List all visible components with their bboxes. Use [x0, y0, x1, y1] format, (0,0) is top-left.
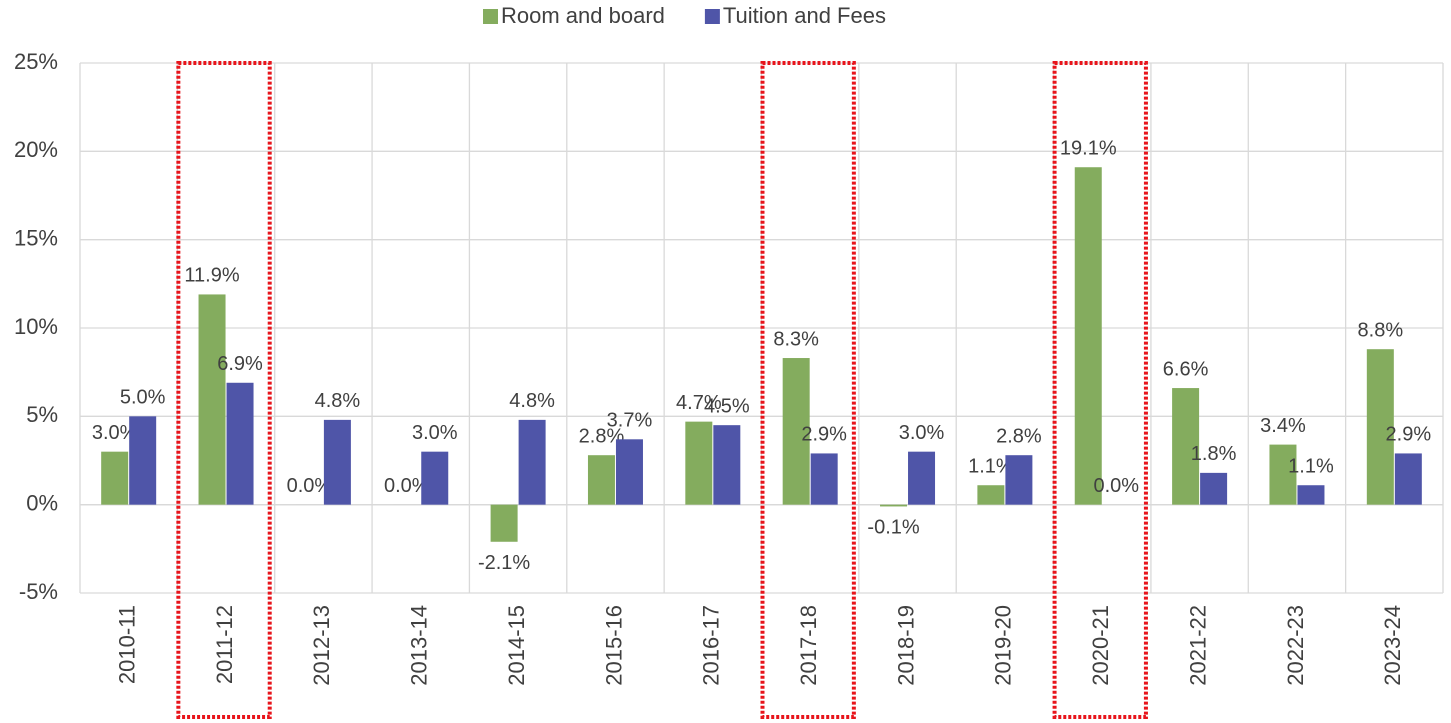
y-tick-label: 20% [14, 137, 58, 162]
bar [685, 421, 713, 505]
data-label: 3.0% [92, 422, 138, 444]
bar [908, 451, 936, 505]
bar [1297, 485, 1325, 505]
bar [615, 439, 643, 505]
data-label: 0.0% [1093, 475, 1139, 497]
bar [1172, 388, 1200, 505]
x-tick-label: 2017-18 [796, 605, 821, 686]
bar [1074, 167, 1102, 505]
highlight-box [760, 61, 856, 719]
data-label: 1.1% [1288, 456, 1334, 478]
data-label: 4.8% [315, 390, 361, 412]
x-tick-label: 2020-21 [1088, 605, 1113, 686]
bar [880, 504, 908, 507]
data-label: 11.9% [184, 265, 239, 287]
x-tick-label: 2019-20 [991, 605, 1016, 686]
legend-label: Room and board [501, 3, 665, 28]
data-label: 2.8% [996, 425, 1042, 447]
y-tick-label: 5% [26, 402, 58, 427]
bar [518, 419, 546, 505]
data-label: 2.8% [579, 425, 625, 447]
x-tick-label: 2010-11 [114, 605, 139, 684]
bar [1200, 472, 1228, 505]
x-tick-label: 2011-12 [212, 605, 237, 684]
data-label: 8.3% [773, 328, 819, 350]
data-label: 4.7% [676, 392, 722, 414]
data-label: 3.7% [607, 410, 653, 432]
data-label: 2.9% [801, 424, 847, 446]
data-label: 0.0% [287, 475, 333, 497]
data-label: -2.1% [478, 552, 530, 574]
legend-swatch [704, 9, 720, 24]
bar [1366, 349, 1394, 505]
bar [198, 294, 226, 505]
data-label: 3.0% [412, 422, 458, 444]
data-label: 6.6% [1163, 358, 1209, 380]
x-tick-label: 2022-23 [1283, 605, 1308, 686]
data-label: 5.0% [120, 387, 166, 409]
y-tick-label: 15% [14, 225, 58, 250]
data-label: 19.1% [1060, 138, 1117, 160]
data-label: 6.9% [217, 353, 263, 375]
bar [810, 453, 838, 505]
bar [587, 455, 615, 505]
bar [713, 425, 741, 505]
data-label: 8.8% [1358, 319, 1404, 341]
data-label: 0.0% [384, 475, 430, 497]
y-tick-label: 10% [14, 314, 58, 339]
legend-label: Tuition and Fees [723, 3, 886, 28]
x-tick-label: 2016-17 [699, 605, 724, 686]
data-label: -0.1% [867, 517, 919, 539]
y-tick-label: 25% [14, 49, 58, 74]
y-tick-label: -5% [19, 579, 58, 604]
bar [101, 451, 129, 505]
bar [323, 419, 351, 505]
data-label: 4.5% [704, 395, 750, 417]
x-tick-label: 2013-14 [407, 605, 432, 686]
highlight-box [1052, 61, 1148, 719]
data-label: 4.8% [509, 390, 555, 412]
y-tick-label: 0% [26, 490, 58, 515]
highlight-box [176, 61, 272, 719]
x-tick-label: 2015-16 [601, 605, 626, 686]
data-label: 2.9% [1386, 424, 1432, 446]
bar [1005, 455, 1033, 505]
x-tick-label: 2018-19 [893, 605, 918, 686]
bar [977, 485, 1005, 505]
bar [1394, 453, 1422, 505]
data-label: 3.4% [1260, 415, 1306, 437]
data-label: 3.0% [899, 422, 945, 444]
bar [782, 358, 810, 505]
x-tick-label: 2012-13 [309, 605, 334, 686]
bar [421, 451, 449, 505]
x-tick-label: 2021-22 [1185, 605, 1210, 686]
bar [1269, 444, 1297, 505]
x-tick-label: 2023-24 [1380, 605, 1405, 686]
bar [129, 416, 157, 505]
bar [490, 504, 518, 542]
legend-swatch [483, 9, 498, 24]
data-label: 1.1% [968, 456, 1014, 478]
data-label: 1.8% [1191, 443, 1237, 465]
bar [226, 382, 254, 505]
x-tick-label: 2014-15 [504, 605, 529, 686]
